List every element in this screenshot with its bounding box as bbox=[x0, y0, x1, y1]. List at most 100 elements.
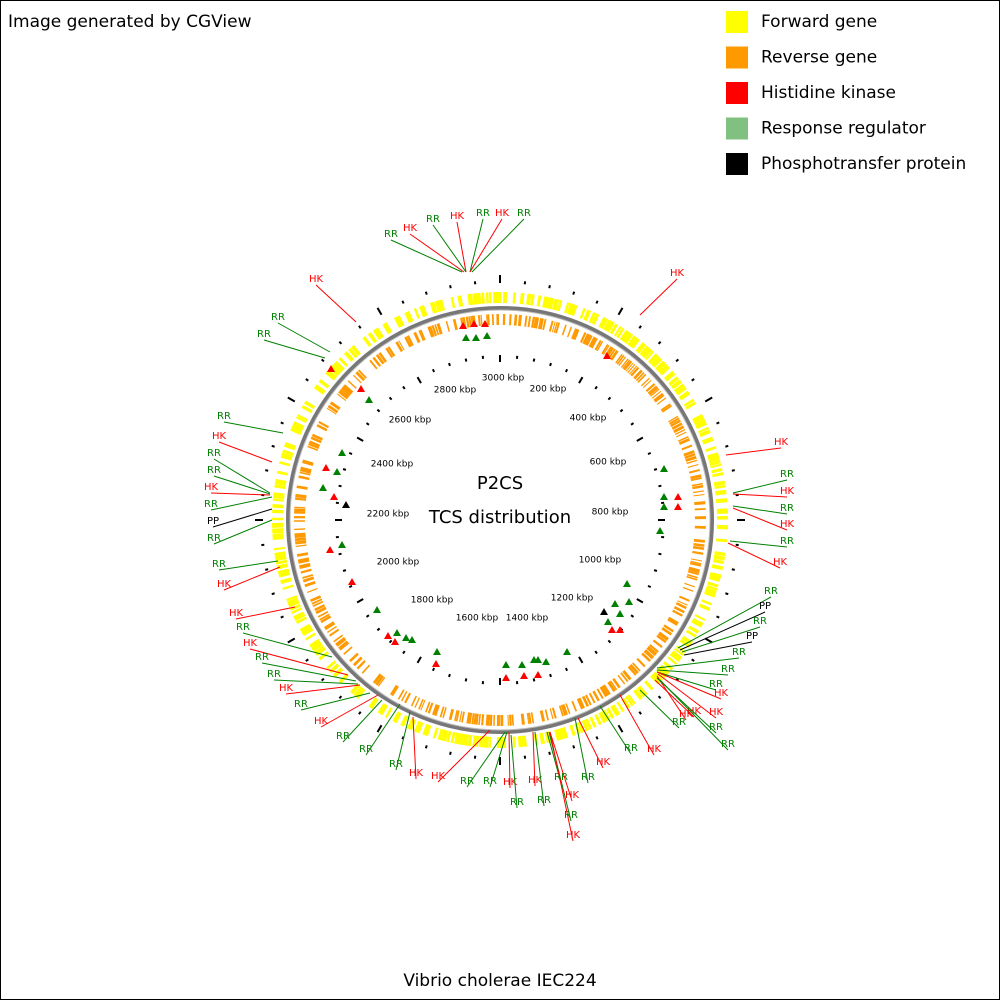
forward-gene bbox=[674, 647, 685, 657]
forward-gene bbox=[699, 430, 711, 438]
forward-gene bbox=[714, 551, 726, 557]
feature-glyph bbox=[623, 580, 631, 587]
feature-label: PP bbox=[746, 631, 758, 642]
kbp-label: 400 kbp bbox=[570, 414, 607, 424]
forward-gene bbox=[413, 308, 421, 320]
forward-gene bbox=[436, 300, 444, 312]
reverse-gene bbox=[694, 501, 706, 506]
forward-gene bbox=[299, 623, 311, 632]
forward-gene bbox=[594, 714, 602, 726]
feature-leader bbox=[320, 694, 379, 728]
forward-gene bbox=[406, 310, 414, 323]
reverse-gene bbox=[673, 606, 685, 614]
feature-label: RR bbox=[581, 772, 595, 783]
reverse-gene bbox=[465, 316, 470, 328]
reverse-gene bbox=[312, 600, 324, 608]
reverse-gene bbox=[302, 460, 314, 467]
feature-leader bbox=[390, 239, 463, 273]
reverse-gene bbox=[342, 385, 353, 395]
outer-tick bbox=[675, 677, 680, 682]
reverse-gene bbox=[439, 706, 445, 718]
forward-gene bbox=[664, 370, 674, 380]
feature-label: PP bbox=[759, 601, 771, 612]
inner-tick bbox=[431, 667, 436, 672]
feature-glyph bbox=[373, 606, 381, 613]
forward-gene bbox=[713, 480, 726, 487]
feature-leader bbox=[432, 224, 467, 273]
feature-label: RR bbox=[721, 739, 735, 750]
legend-label: Response regulator bbox=[761, 119, 926, 139]
feature-glyph bbox=[322, 464, 330, 471]
feature-glyph bbox=[616, 610, 624, 617]
inner-tick bbox=[416, 656, 422, 664]
reverse-gene bbox=[527, 316, 532, 328]
forward-gene bbox=[481, 736, 486, 748]
forward-gene bbox=[685, 401, 697, 410]
feature-label: HK bbox=[670, 268, 685, 279]
reverse-gene bbox=[372, 356, 382, 367]
reverse-gene bbox=[339, 389, 350, 398]
inner-tick bbox=[431, 368, 436, 373]
forward-gene bbox=[286, 595, 298, 602]
reverse-gene bbox=[487, 714, 491, 726]
reverse-gene bbox=[294, 508, 306, 512]
outer-tick bbox=[691, 658, 695, 662]
reverse-gene bbox=[302, 576, 315, 583]
reverse-gene bbox=[630, 366, 640, 377]
feature-label: RR bbox=[564, 810, 578, 821]
forward-gene bbox=[404, 311, 412, 324]
reverse-gene bbox=[295, 540, 307, 545]
kbp-label: 2800 kbp bbox=[434, 386, 477, 396]
reverse-gene bbox=[336, 393, 347, 402]
reverse-gene bbox=[327, 404, 339, 414]
forward-gene bbox=[384, 322, 393, 334]
forward-gene bbox=[301, 405, 313, 414]
feature-glyph bbox=[333, 468, 341, 475]
feature-leader bbox=[534, 731, 545, 807]
kbp-label: 3000 kbp bbox=[482, 374, 525, 384]
feature-label: HK bbox=[566, 830, 581, 841]
feature-label: HK bbox=[309, 274, 324, 285]
kbp-label: 600 kbp bbox=[590, 458, 627, 468]
inner-tick bbox=[594, 385, 598, 390]
forward-gene bbox=[622, 331, 632, 343]
reverse-gene bbox=[586, 335, 593, 346]
feature-leader bbox=[654, 679, 695, 718]
forward-gene bbox=[512, 292, 516, 304]
forward-gene bbox=[627, 694, 636, 705]
reverse-gene bbox=[477, 314, 481, 327]
inner-tick bbox=[342, 569, 347, 572]
feature-glyph bbox=[518, 661, 526, 668]
feature-glyph bbox=[608, 626, 616, 633]
reverse-gene bbox=[395, 341, 404, 353]
feature-leader bbox=[218, 560, 279, 571]
reverse-gene bbox=[428, 325, 435, 338]
kbp-label: 1000 kbp bbox=[579, 556, 622, 566]
forward-gene bbox=[374, 327, 385, 339]
feature-leader bbox=[489, 731, 508, 788]
reverse-gene bbox=[688, 468, 701, 474]
feature-label: RR bbox=[476, 208, 490, 219]
feature-label: RR bbox=[207, 465, 221, 476]
reverse-gene bbox=[406, 335, 414, 347]
reverse-gene bbox=[527, 712, 532, 724]
forward-gene bbox=[655, 360, 665, 371]
forward-gene bbox=[551, 298, 558, 311]
forward-gene bbox=[692, 415, 705, 424]
reverse-gene bbox=[675, 602, 687, 610]
feature-leader bbox=[656, 669, 729, 676]
reverse-gene bbox=[633, 370, 643, 380]
forward-gene bbox=[286, 597, 299, 605]
forward-gene bbox=[272, 498, 284, 502]
forward-gene bbox=[711, 564, 724, 571]
inner-tick bbox=[448, 362, 451, 367]
reverse-gene bbox=[539, 318, 544, 330]
feature-glyph bbox=[674, 493, 682, 500]
kbp-label: 1400 kbp bbox=[506, 614, 549, 624]
feature-leader bbox=[218, 441, 273, 463]
forward-gene bbox=[472, 735, 477, 747]
reverse-gene bbox=[413, 331, 421, 344]
reverse-gene bbox=[327, 625, 337, 634]
reverse-gene bbox=[692, 484, 704, 490]
reverse-gene bbox=[660, 403, 671, 411]
